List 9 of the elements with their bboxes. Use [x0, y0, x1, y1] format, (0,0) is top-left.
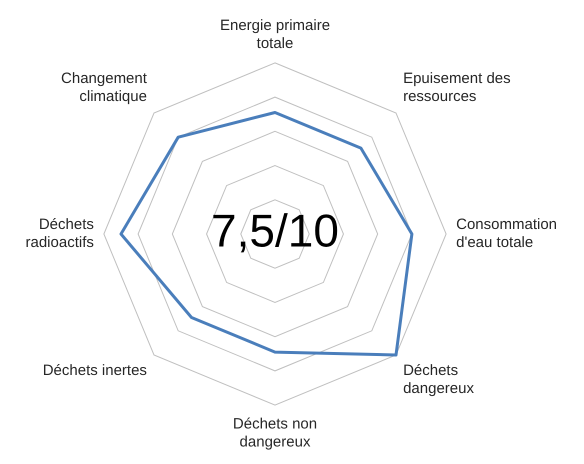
text: 7,5/10 [211, 204, 339, 257]
spoke-label: Changement climatique [61, 70, 148, 106]
spoke-label: Déchets dangereux [403, 362, 474, 398]
spoke-label: Déchets non dangereux [232, 415, 318, 450]
spoke-label: Consommation d'eau totale [456, 216, 558, 252]
spoke-label: Déchets inertes [42, 362, 147, 380]
spoke-label: Epuisement des ressources [403, 70, 511, 106]
spoke-label: Déchets radioactifs [26, 216, 94, 252]
spoke-label: Energie primaire totale [220, 17, 330, 52]
